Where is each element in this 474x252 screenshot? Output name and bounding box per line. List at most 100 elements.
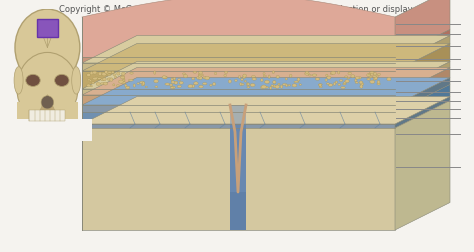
Ellipse shape (360, 83, 364, 86)
Ellipse shape (299, 84, 301, 86)
Ellipse shape (319, 84, 322, 87)
Ellipse shape (238, 76, 241, 79)
Bar (230, 124, 246, 230)
Ellipse shape (252, 79, 256, 81)
Ellipse shape (95, 77, 98, 80)
Ellipse shape (351, 75, 355, 78)
Ellipse shape (273, 86, 275, 88)
Ellipse shape (306, 188, 354, 216)
Ellipse shape (170, 87, 174, 89)
Ellipse shape (243, 76, 246, 79)
Bar (29, 111, 65, 121)
Ellipse shape (261, 79, 263, 82)
Ellipse shape (319, 84, 322, 86)
Ellipse shape (327, 77, 331, 80)
Ellipse shape (270, 87, 272, 90)
Ellipse shape (326, 83, 329, 85)
Ellipse shape (96, 83, 100, 86)
Ellipse shape (145, 87, 147, 88)
Ellipse shape (155, 86, 158, 88)
Ellipse shape (370, 73, 374, 76)
Ellipse shape (176, 188, 224, 216)
Ellipse shape (344, 82, 346, 85)
Ellipse shape (278, 84, 280, 86)
Polygon shape (82, 78, 450, 106)
Ellipse shape (41, 96, 54, 109)
Ellipse shape (377, 81, 380, 84)
Ellipse shape (206, 78, 210, 80)
Ellipse shape (271, 85, 274, 87)
Ellipse shape (224, 72, 228, 74)
Ellipse shape (55, 75, 69, 87)
Ellipse shape (100, 83, 105, 85)
Ellipse shape (107, 79, 112, 81)
Ellipse shape (171, 78, 173, 82)
Ellipse shape (337, 72, 340, 75)
Polygon shape (82, 36, 450, 64)
Ellipse shape (370, 72, 374, 75)
Ellipse shape (105, 71, 108, 74)
Ellipse shape (348, 73, 352, 75)
Ellipse shape (154, 80, 158, 83)
Ellipse shape (193, 72, 197, 74)
Ellipse shape (126, 87, 130, 89)
Ellipse shape (299, 154, 361, 191)
Ellipse shape (183, 75, 188, 78)
Polygon shape (395, 44, 450, 90)
Ellipse shape (359, 82, 363, 85)
Ellipse shape (194, 82, 198, 85)
Ellipse shape (377, 74, 381, 76)
Bar (82, 124, 395, 129)
Ellipse shape (268, 76, 270, 79)
Ellipse shape (171, 82, 175, 84)
Ellipse shape (275, 86, 280, 89)
Ellipse shape (140, 82, 145, 84)
Ellipse shape (297, 79, 300, 82)
Polygon shape (395, 97, 450, 129)
Ellipse shape (245, 146, 285, 169)
Ellipse shape (188, 85, 193, 88)
Ellipse shape (205, 77, 210, 80)
Polygon shape (395, 0, 450, 58)
Bar (82, 64, 395, 72)
Ellipse shape (339, 80, 343, 82)
Ellipse shape (104, 72, 109, 75)
Ellipse shape (101, 79, 104, 82)
Ellipse shape (116, 188, 164, 216)
Ellipse shape (162, 76, 166, 79)
Ellipse shape (240, 84, 244, 86)
Ellipse shape (182, 74, 185, 75)
Polygon shape (82, 68, 450, 96)
Ellipse shape (355, 80, 357, 83)
Ellipse shape (137, 83, 139, 85)
Bar (2, 119, 92, 141)
Polygon shape (395, 30, 450, 64)
Ellipse shape (355, 77, 359, 80)
Ellipse shape (103, 78, 106, 81)
Ellipse shape (224, 75, 227, 77)
Ellipse shape (97, 78, 101, 80)
Ellipse shape (273, 81, 276, 84)
Ellipse shape (261, 87, 264, 89)
Ellipse shape (305, 72, 309, 74)
Ellipse shape (261, 86, 266, 89)
Ellipse shape (180, 146, 220, 169)
Ellipse shape (174, 82, 178, 85)
Ellipse shape (264, 81, 270, 84)
Ellipse shape (115, 77, 117, 79)
Ellipse shape (109, 154, 171, 191)
Ellipse shape (111, 72, 114, 74)
Polygon shape (395, 36, 450, 72)
Ellipse shape (285, 78, 287, 81)
Polygon shape (395, 78, 450, 113)
Ellipse shape (308, 75, 311, 77)
Ellipse shape (373, 78, 377, 81)
Ellipse shape (178, 79, 181, 81)
Ellipse shape (128, 80, 133, 82)
Bar (82, 129, 395, 230)
Ellipse shape (367, 79, 371, 81)
Ellipse shape (283, 84, 287, 86)
Bar (82, 58, 395, 64)
Ellipse shape (247, 87, 250, 89)
Ellipse shape (338, 84, 340, 86)
